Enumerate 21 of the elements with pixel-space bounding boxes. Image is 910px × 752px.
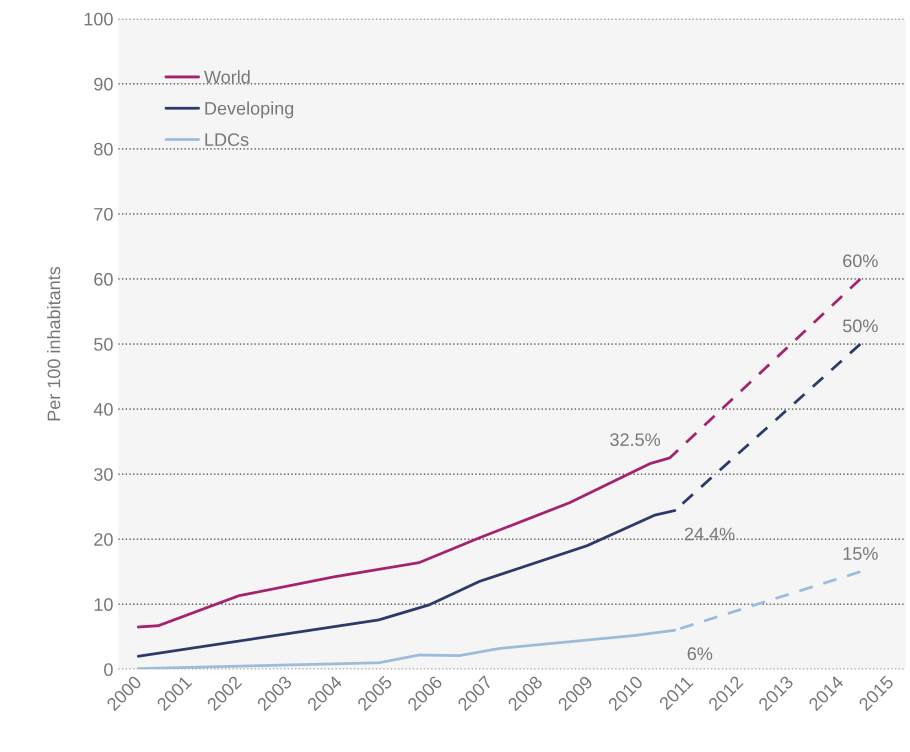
y-tick-label: 20 [94, 533, 113, 546]
data-label: 32.5% [610, 433, 660, 446]
y-tick-label: 90 [94, 78, 113, 91]
data-label: 60% [843, 254, 878, 268]
y-tick-label: 60 [94, 272, 113, 286]
y-tick-label: 80 [94, 142, 113, 156]
data-label: 50% [842, 319, 878, 332]
data-label: 15% [844, 547, 878, 560]
y-tick-label: 70 [94, 208, 113, 221]
y-tick-label: 10 [94, 598, 113, 611]
legend-label: LDCs [205, 133, 248, 146]
data-label: 24.4% [684, 528, 734, 540]
legend-label: Developing [205, 101, 294, 118]
y-tick-label: 100 [84, 12, 113, 26]
y-tick-label: 0 [104, 663, 113, 676]
y-axis-title: Per 100 inhabitants [47, 266, 60, 420]
legend-label: World [204, 70, 250, 84]
y-tick-label: 40 [94, 403, 113, 416]
y-tick-label: 50 [94, 338, 113, 351]
y-tick-label: 30 [94, 468, 113, 481]
data-label: 6% [688, 647, 712, 660]
